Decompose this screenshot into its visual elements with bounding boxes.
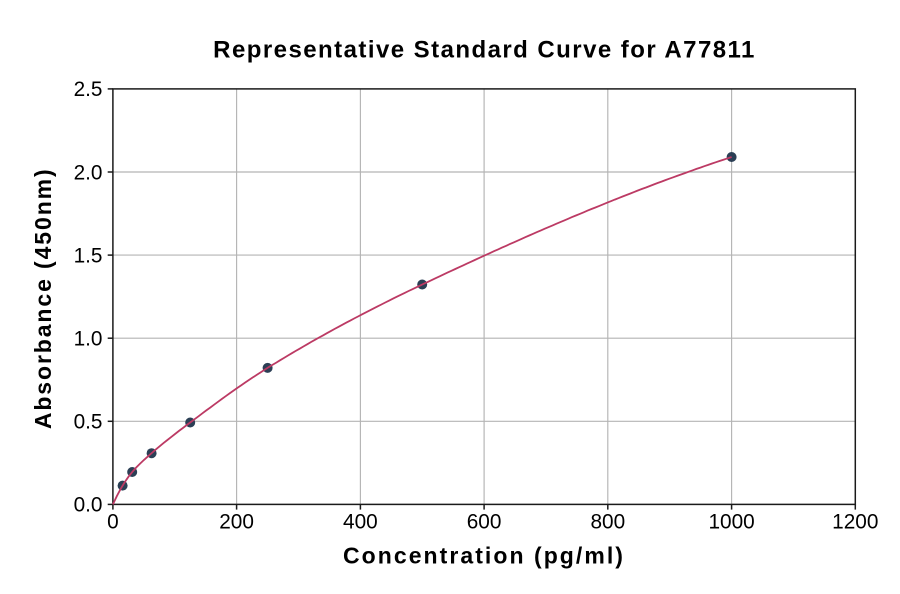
svg-text:1000: 1000 xyxy=(708,511,754,534)
svg-text:1200: 1200 xyxy=(832,511,878,534)
svg-text:200: 200 xyxy=(219,511,254,534)
svg-text:1.0: 1.0 xyxy=(74,328,103,351)
svg-text:600: 600 xyxy=(467,511,502,534)
svg-text:Representative Standard Curve: Representative Standard Curve for A77811 xyxy=(213,37,756,64)
svg-text:Concentration (pg/ml): Concentration (pg/ml) xyxy=(343,543,625,569)
svg-text:1.5: 1.5 xyxy=(74,244,103,267)
svg-text:0.5: 0.5 xyxy=(74,411,103,434)
svg-text:0.0: 0.0 xyxy=(74,494,103,517)
svg-text:2.5: 2.5 xyxy=(74,78,103,101)
svg-text:0: 0 xyxy=(107,511,119,534)
svg-text:800: 800 xyxy=(590,511,625,534)
svg-text:400: 400 xyxy=(343,511,378,534)
svg-text:Absorbance (450nm): Absorbance (450nm) xyxy=(30,167,56,429)
svg-text:2.0: 2.0 xyxy=(74,161,103,184)
